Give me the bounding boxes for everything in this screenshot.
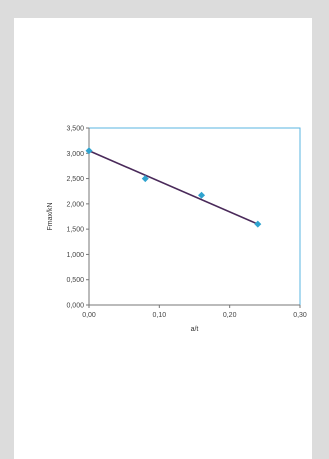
x-tick-label: 0,30 <box>293 312 307 319</box>
data-point <box>141 175 149 183</box>
data-points <box>85 147 262 228</box>
data-point <box>254 220 262 228</box>
x-axis-ticks: 0,00 0,10 0,20 0,30 <box>82 305 307 319</box>
trendline <box>88 150 259 225</box>
x-tick-label: 0,20 <box>223 312 237 319</box>
x-tick-label: 0,00 <box>82 312 96 319</box>
y-tick-label: 3,000 <box>66 151 84 158</box>
data-point <box>85 147 93 155</box>
y-tick-label: 1,000 <box>66 252 84 259</box>
x-tick-label: 0,10 <box>153 312 167 319</box>
data-point <box>198 191 206 199</box>
plot-area-border <box>88 127 301 306</box>
y-tick-label: 3,500 <box>66 126 84 133</box>
y-axis-ticks: 0,000 0,500 1,000 1,500 2,000 2,500 3,000 3,500 <box>66 126 89 310</box>
y-tick-label: 2,500 <box>66 176 84 183</box>
y-axis-title: Fmax/kN <box>47 203 54 231</box>
y-tick-label: 1,500 <box>66 227 84 234</box>
y-tick-label: 2,000 <box>66 201 84 208</box>
page-background <box>14 18 312 459</box>
x-axis-title: a/t <box>191 326 199 333</box>
y-tick-label: 0,500 <box>66 277 84 284</box>
y-tick-label: 0,000 <box>66 303 84 310</box>
